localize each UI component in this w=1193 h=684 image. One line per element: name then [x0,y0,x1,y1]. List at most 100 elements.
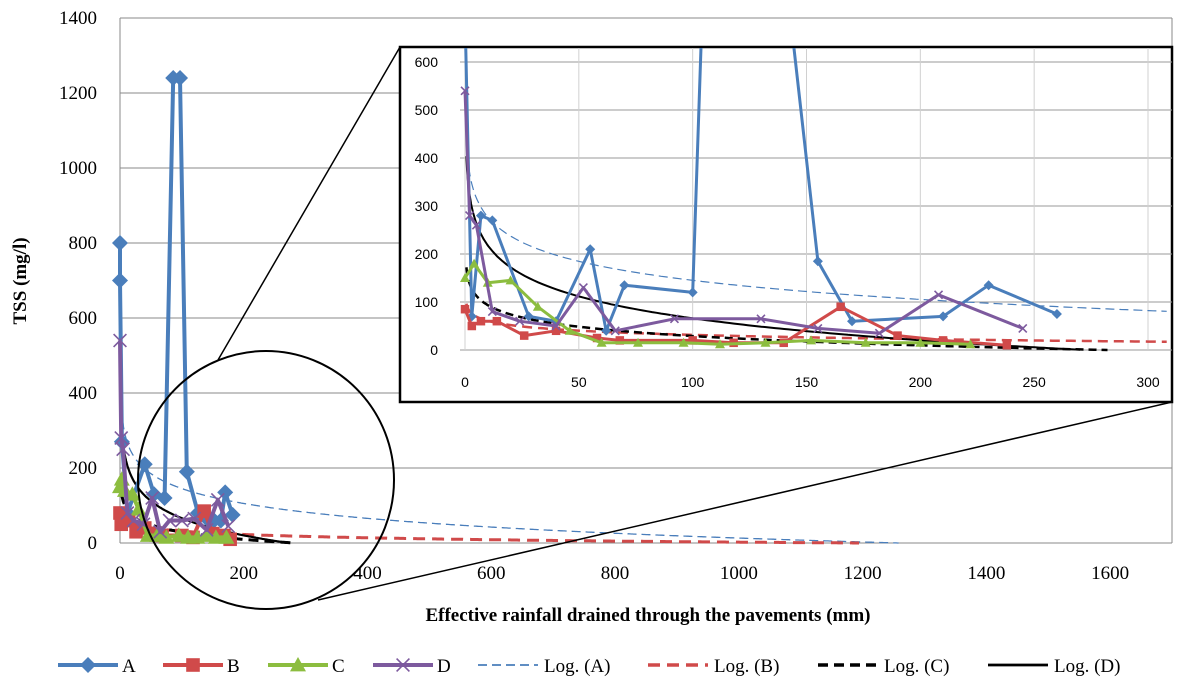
inset-x-tick-label: 150 [795,374,819,390]
data-point [615,336,625,345]
data-point [806,335,817,345]
data-point [476,316,486,326]
y-tick-label: 400 [69,383,98,404]
inset-x-tick-label: 100 [681,374,705,390]
data-point [80,657,96,673]
data-point [126,513,141,528]
data-point [492,316,502,326]
y-tick-label: 200 [69,458,98,479]
data-point [136,456,153,473]
x-tick-label: 1600 [1091,563,1129,584]
data-point [460,86,470,96]
inset-series-line-D [463,90,1024,335]
legend-label: B [227,656,240,677]
data-point [619,280,630,291]
data-point [198,527,215,542]
inset-y-tick-label: 300 [415,198,439,214]
inset-y-tick-label: 100 [415,294,439,310]
data-point [120,506,135,520]
legend-label: Log. (B) [714,656,779,677]
inset-y-tick-label: 600 [415,54,439,70]
data-point [487,215,498,226]
series-line-A [118,76,235,523]
data-point [112,235,128,251]
main-trendline [119,378,899,544]
data-point [187,511,202,526]
inset-x-tick-label: 250 [1022,374,1046,390]
data-point [596,337,607,347]
data-point [592,333,602,343]
legend-label: D [437,656,451,677]
x-axis-title: Effective rainfall drained through the p… [425,605,870,626]
main-series [112,70,241,547]
data-point [860,337,871,347]
data-point [114,431,129,445]
data-point [813,323,823,333]
legend-label: C [332,656,345,677]
legend-label: A [122,656,136,677]
inset-y-tick-label: 0 [430,342,438,358]
data-point [1018,323,1028,333]
data-point [471,220,481,230]
data-point [610,326,620,336]
legend-label: Log. (C) [884,656,949,677]
data-point [460,273,470,282]
data-point [933,290,944,300]
data-point [601,325,612,336]
data-point [564,325,575,335]
data-point [174,513,189,528]
data-point [158,529,175,544]
data-point [112,272,128,289]
data-point [938,336,948,345]
data-point [714,339,725,349]
data-point [551,321,561,331]
data-point [523,311,534,322]
data-point [186,658,200,672]
data-point [505,275,516,285]
data-point [124,486,141,501]
data-point [687,287,698,298]
y-tick-label: 1400 [59,8,97,29]
inset-trendline [465,303,1167,343]
inset-y-tick-label: 200 [415,246,439,262]
data-point [669,314,680,324]
data-point [224,506,241,523]
inset-x-tick-label: 200 [909,374,933,390]
data-point [199,522,214,537]
inset-series [460,48,1062,350]
x-tick-label: 1000 [720,563,758,584]
inset-y-tick-label: 400 [415,150,439,166]
x-tick-label: 1200 [844,563,882,584]
data-point [153,524,168,539]
data-point [113,471,130,486]
data-point [938,311,949,322]
data-point [467,321,477,331]
data-point [515,316,525,326]
x-tick-label: 400 [353,563,382,584]
x-tick-label: 1400 [967,563,1005,584]
data-point [207,529,224,544]
y-tick-label: 0 [88,533,98,554]
data-point [156,490,173,506]
inset-tick-labels: 0 100 200 300 400 500 600 0 50 100 150 200 250 300 [415,54,1160,390]
data-point [487,307,497,317]
y-tick-label: 600 [69,308,98,329]
x-tick-label: 600 [477,563,506,584]
data-point [145,491,160,505]
data-point [578,283,588,293]
data-point [113,333,127,348]
data-point [893,331,902,340]
zoom-connector-bottom [317,401,1173,601]
data-point [551,326,561,336]
inset-x-tick-label: 300 [1136,374,1160,390]
y-axis-title: TSS (mg/l) [10,237,31,324]
inset-x-tick-label: 50 [571,374,587,390]
x-tick-label: 200 [230,563,259,584]
inset-x-tick-label: 0 [461,374,469,390]
x-tick-label: 800 [601,563,630,584]
x-tick-label: 0 [115,563,125,584]
data-point [519,331,529,340]
legend: A B C D Log. (A) Log. (B) Log. (C) Log. (D) [58,656,1120,677]
data-point [464,211,475,221]
